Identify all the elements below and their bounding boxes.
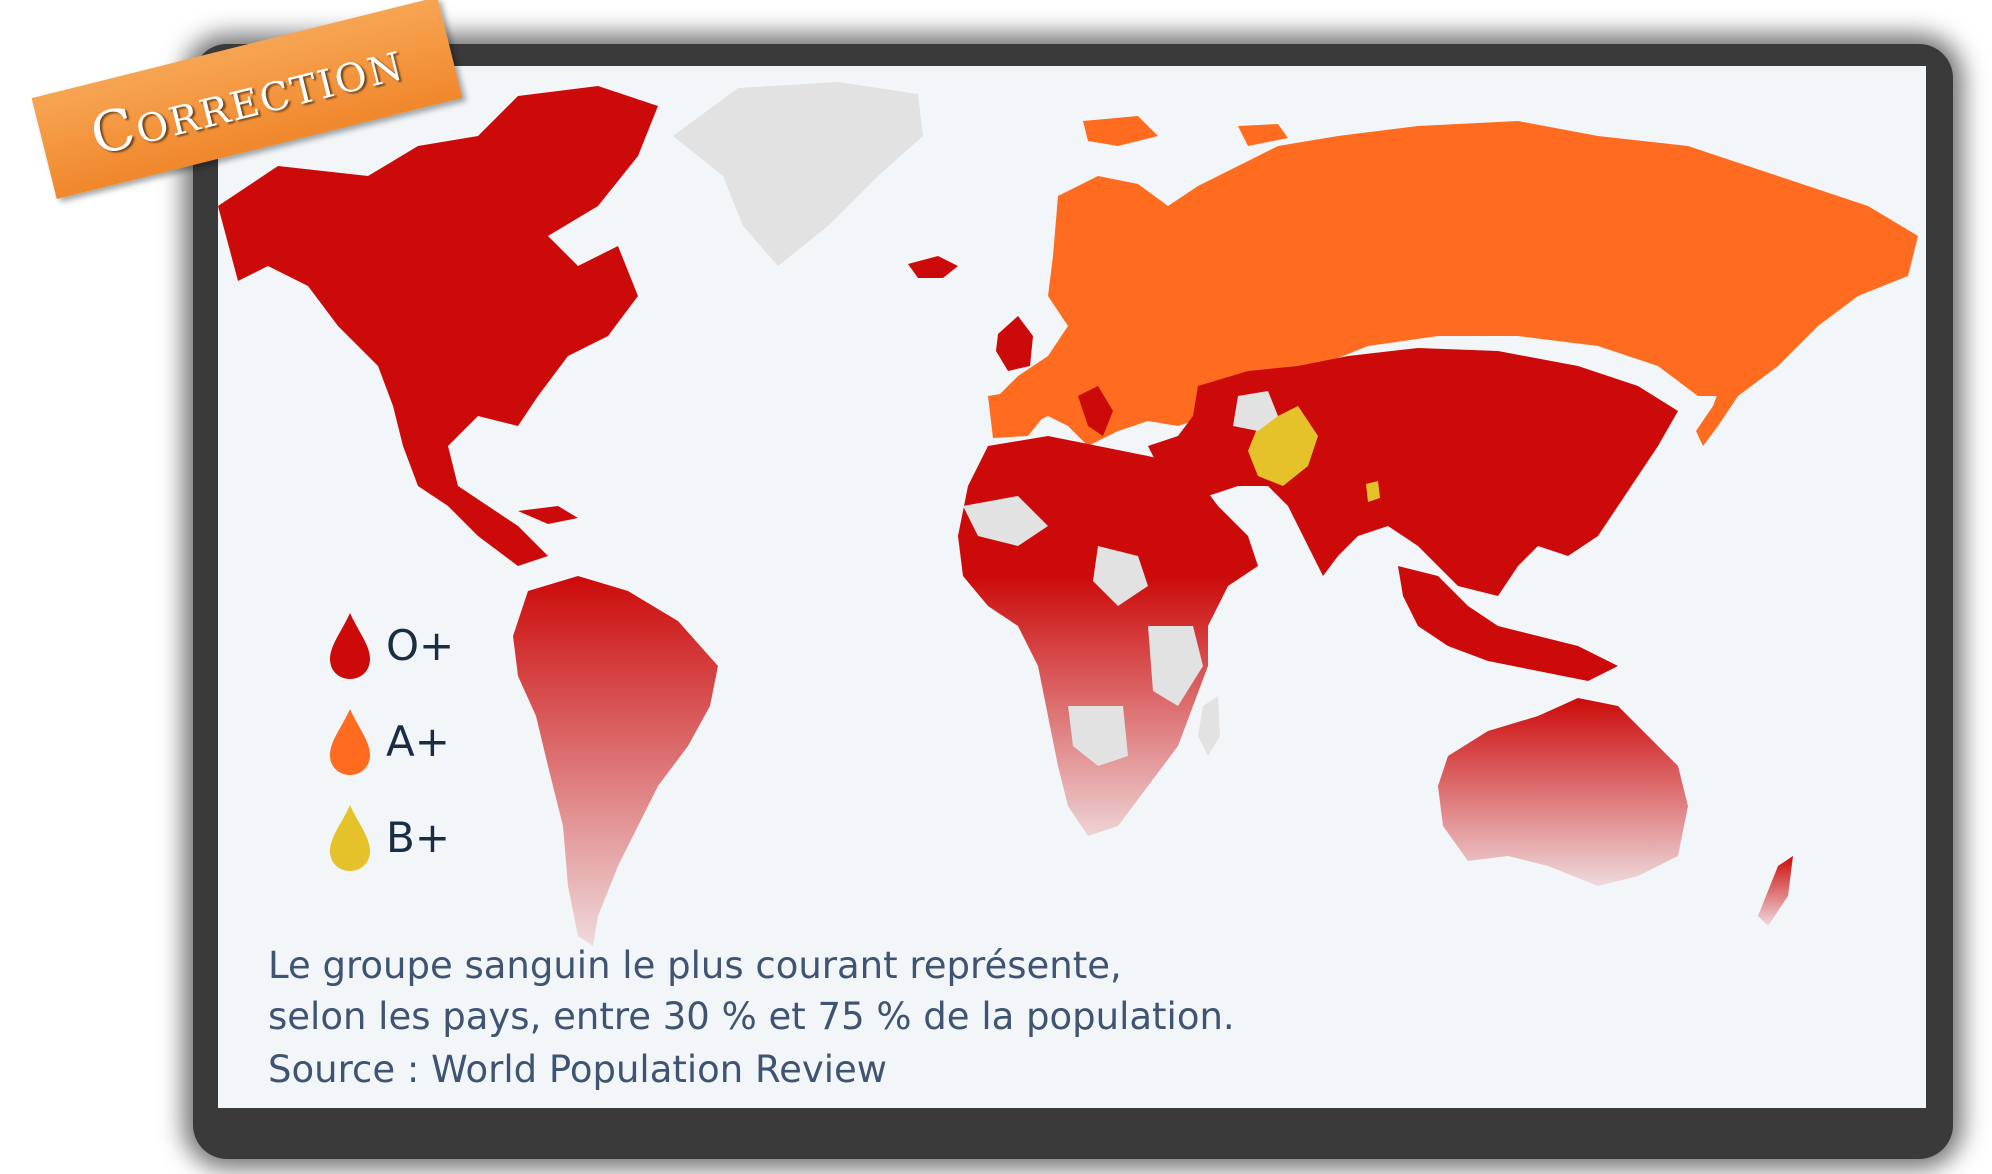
region-africa-no-data-east	[1148, 626, 1203, 706]
region-iberia	[988, 388, 1048, 438]
legend-swatch	[330, 613, 370, 679]
caption-line-2: selon les pays, entre 30 % et 75 % de la…	[268, 995, 1235, 1038]
region-north-america	[218, 86, 658, 566]
region-japan	[1696, 356, 1743, 446]
caption: Le groupe sanguin le plus courant représ…	[268, 940, 1235, 1042]
blood-drop-icon	[330, 613, 370, 679]
region-africa-no-data-west	[963, 496, 1048, 546]
region-south-america	[513, 576, 718, 946]
legend-label: B+	[386, 813, 451, 862]
region-greenland	[673, 82, 923, 266]
region-madagascar	[1198, 696, 1220, 756]
legend-swatch	[330, 805, 370, 871]
blood-drop-icon	[330, 709, 370, 775]
legend-swatch	[330, 709, 370, 775]
caption-line-1: Le groupe sanguin le plus courant représ…	[268, 944, 1122, 987]
legend-label: A+	[386, 717, 450, 766]
region-bangladesh	[1366, 481, 1380, 502]
blood-drop-icon	[330, 805, 370, 871]
region-africa-no-data-south	[1068, 706, 1128, 766]
region-africa	[958, 436, 1258, 836]
source-note: Source : World Population Review	[268, 1048, 888, 1091]
region-africa-no-data-central	[1093, 546, 1148, 606]
region-arctic-islands	[1083, 116, 1288, 146]
world-map	[218, 82, 1918, 946]
region-europe-russia	[998, 121, 1918, 446]
region-afghanistan	[1233, 391, 1278, 431]
region-australia	[1438, 698, 1688, 886]
map-card: O+ A+ B+ Le groupe sanguin le plus coura…	[218, 66, 1926, 1108]
region-iceland	[908, 256, 958, 278]
region-asia	[1148, 348, 1678, 596]
region-new-zealand	[1758, 856, 1793, 926]
region-pakistan	[1248, 406, 1318, 486]
legend-label: O+	[386, 621, 455, 670]
region-uk	[996, 316, 1033, 371]
region-caribbean	[518, 506, 578, 524]
region-southeast-asia	[1398, 566, 1618, 681]
region-italy-balkans	[1078, 386, 1113, 436]
